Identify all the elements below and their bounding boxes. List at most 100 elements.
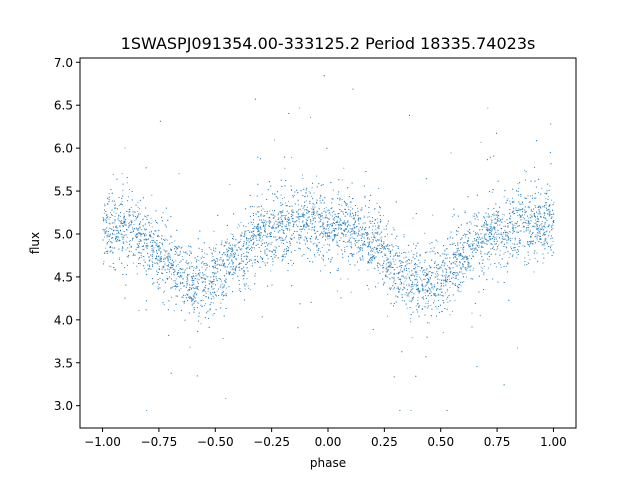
data-point	[444, 263, 446, 265]
data-point	[146, 300, 147, 302]
data-point	[211, 281, 213, 283]
data-point	[450, 236, 451, 238]
data-point	[140, 229, 142, 230]
data-point	[508, 257, 510, 258]
data-point	[551, 199, 553, 201]
data-point	[414, 258, 416, 260]
data-point	[412, 273, 414, 275]
data-point	[485, 234, 487, 236]
data-point	[307, 195, 309, 197]
data-point	[512, 232, 514, 234]
data-point	[109, 246, 111, 247]
data-point	[290, 243, 292, 245]
data-point	[106, 252, 108, 254]
data-point	[491, 220, 493, 221]
data-point	[348, 241, 350, 243]
data-point	[128, 213, 130, 215]
data-point	[425, 269, 427, 271]
data-point	[393, 281, 395, 283]
data-point	[317, 214, 319, 216]
data-point	[484, 223, 486, 225]
data-point	[386, 267, 388, 269]
data-point	[170, 266, 172, 268]
data-point	[390, 287, 392, 289]
data-point	[544, 243, 546, 245]
data-point	[536, 218, 538, 220]
data-point	[235, 265, 237, 267]
data-point	[416, 252, 418, 254]
data-point	[368, 238, 370, 240]
data-point	[386, 257, 388, 259]
data-point	[163, 238, 165, 240]
data-point	[319, 200, 321, 202]
data-point	[141, 246, 143, 247]
data-point	[264, 230, 266, 231]
data-point	[395, 245, 397, 247]
data-point	[538, 221, 540, 223]
data-point	[495, 203, 497, 205]
data-point	[369, 254, 371, 256]
data-point	[145, 239, 147, 241]
data-point	[464, 242, 466, 243]
data-point	[162, 279, 164, 280]
data-point	[191, 277, 193, 279]
data-point	[243, 271, 245, 273]
data-point	[433, 293, 435, 295]
data-point	[495, 266, 497, 268]
data-point	[269, 250, 271, 252]
data-point	[232, 278, 234, 280]
data-point	[462, 255, 463, 257]
data-point	[530, 208, 532, 210]
data-point	[335, 224, 337, 226]
data-point	[214, 250, 216, 252]
data-point	[495, 222, 497, 224]
data-point	[230, 233, 232, 235]
data-point	[384, 236, 386, 238]
data-point	[462, 249, 464, 251]
data-point	[215, 295, 217, 297]
data-point	[453, 252, 455, 254]
data-point	[146, 247, 148, 249]
data-point	[105, 211, 107, 212]
data-point	[486, 221, 487, 223]
data-point	[234, 251, 236, 253]
data-point	[534, 257, 536, 259]
data-point	[329, 232, 330, 234]
data-point	[528, 232, 530, 234]
data-point	[315, 238, 317, 240]
data-point	[532, 211, 534, 212]
data-point	[200, 276, 202, 278]
data-point	[408, 251, 410, 253]
data-point	[173, 285, 175, 287]
data-point	[228, 246, 230, 248]
data-point	[230, 266, 232, 268]
data-point	[205, 303, 206, 305]
data-point	[210, 276, 212, 278]
data-point	[498, 218, 500, 219]
data-point	[153, 249, 154, 251]
data-point	[284, 239, 286, 241]
data-point	[501, 221, 503, 223]
data-point	[247, 285, 249, 287]
data-point	[133, 224, 135, 226]
data-point	[377, 222, 379, 224]
data-point	[200, 262, 202, 264]
data-point	[137, 234, 139, 236]
data-point	[453, 272, 455, 273]
data-point	[306, 209, 308, 211]
data-point	[134, 228, 136, 229]
data-point	[362, 249, 364, 251]
data-point	[284, 167, 286, 169]
data-point	[538, 192, 540, 193]
data-point	[410, 314, 412, 316]
data-point	[457, 242, 459, 244]
data-point	[200, 323, 202, 325]
data-point	[371, 257, 373, 259]
data-point	[300, 216, 302, 217]
data-point	[460, 285, 462, 287]
data-point	[256, 255, 258, 257]
data-point	[414, 271, 416, 273]
data-point	[442, 271, 444, 273]
data-point	[463, 258, 465, 260]
data-point	[449, 237, 451, 239]
